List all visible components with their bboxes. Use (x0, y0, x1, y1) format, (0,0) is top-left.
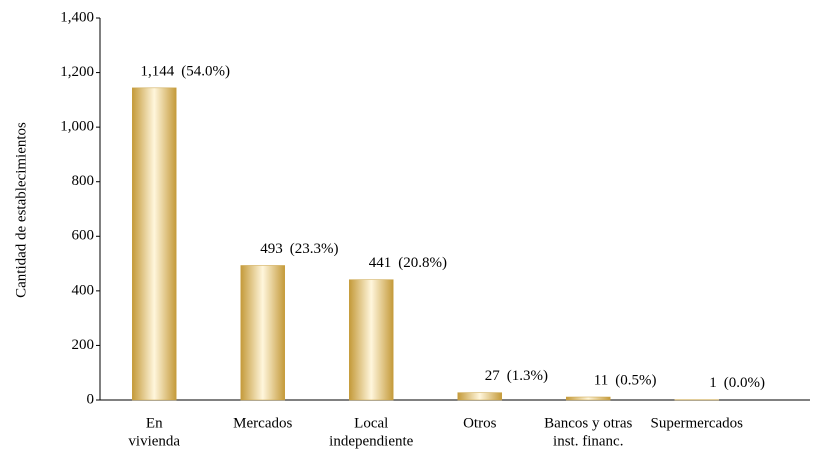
y-tick-label: 600 (72, 228, 95, 244)
y-tick-label: 1,200 (60, 64, 94, 80)
value-label: 441 (369, 255, 392, 271)
share-label: (23.3%) (290, 241, 339, 257)
share-label: (20.8%) (398, 255, 447, 271)
value-label: 11 (594, 372, 608, 388)
value-label: 27 (485, 368, 501, 384)
y-axis-label: Cantidad de establecimientos (13, 122, 29, 298)
value-label: 1 (709, 375, 717, 391)
y-tick-label: 800 (72, 173, 95, 189)
bar (349, 279, 394, 401)
y-tick-label: 400 (72, 282, 95, 298)
y-tick-label: 1,000 (60, 119, 94, 135)
x-tick-label: Local (354, 415, 388, 431)
x-tick-label: independiente (329, 433, 413, 449)
value-label: 1,144 (141, 63, 175, 79)
share-label: (1.3%) (507, 368, 548, 384)
x-tick-label: En (146, 415, 163, 431)
bar (457, 392, 502, 401)
y-tick-label: 0 (87, 391, 95, 407)
y-tick-label: 200 (72, 337, 95, 353)
share-label: (54.0%) (181, 63, 230, 79)
share-label: (0.5%) (615, 372, 656, 388)
x-tick-label: vivienda (128, 433, 180, 449)
x-tick-label: inst. financ. (553, 433, 623, 449)
value-label: 493 (260, 241, 283, 257)
bar (240, 265, 285, 401)
share-label: (0.0%) (724, 375, 765, 391)
bar (566, 396, 611, 401)
x-tick-label: Otros (463, 415, 496, 431)
x-tick-label: Mercados (233, 415, 292, 431)
x-tick-label: Supermercados (651, 415, 744, 431)
bar (132, 87, 177, 401)
x-tick-label: Bancos y otras (544, 415, 632, 431)
y-tick-label: 1,400 (60, 9, 94, 25)
